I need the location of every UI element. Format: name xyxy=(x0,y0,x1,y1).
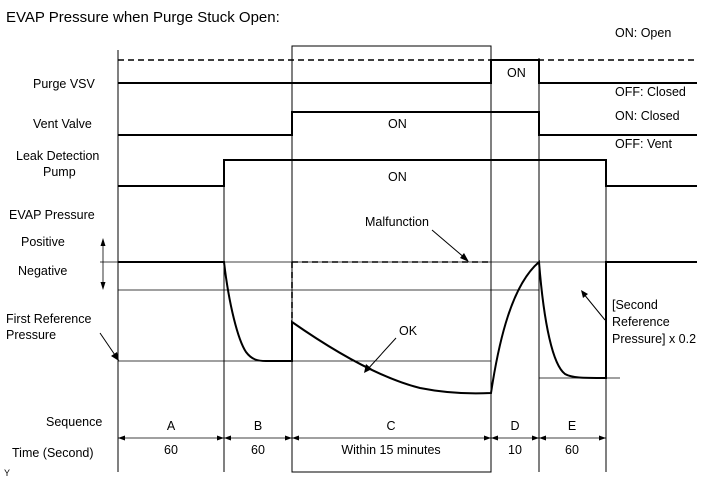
second-reference-annotation-1: [Second xyxy=(612,298,658,312)
row-label-purge-vsv: Purge VSV xyxy=(33,77,96,91)
row-label-first-ref-2: Pressure xyxy=(6,328,56,342)
ok-pointer-arrow xyxy=(364,337,397,373)
purge-vsv-waveform xyxy=(118,59,697,84)
phase-label-b: B xyxy=(254,419,262,433)
phase-label-e: E xyxy=(568,419,576,433)
row-label-leak-pump-2: Pump xyxy=(43,165,76,179)
row-label-evap-pressure: EVAP Pressure xyxy=(9,208,95,222)
legend-purge-off: OFF: Closed xyxy=(615,85,686,99)
leak-pump-waveform xyxy=(118,159,697,187)
malfunction-pointer-arrow xyxy=(431,229,469,262)
corner-mark: Y xyxy=(4,468,10,478)
phase-time-b: 60 xyxy=(251,443,265,457)
ok-annotation: OK xyxy=(399,324,418,338)
phase-label-d: D xyxy=(510,419,519,433)
row-label-negative: Negative xyxy=(18,264,67,278)
second-reference-annotation-2: Reference xyxy=(612,315,670,329)
phase-c-box xyxy=(291,45,492,473)
phase-label-c: C xyxy=(386,419,395,433)
diagram-title: EVAP Pressure when Purge Stuck Open: xyxy=(6,9,280,26)
legend-vent-off: OFF: Vent xyxy=(615,137,672,151)
positive-negative-arrow xyxy=(100,238,106,290)
phase-time-a: 60 xyxy=(164,443,178,457)
second-reference-annotation-3: Pressure] x 0.2 xyxy=(612,332,696,346)
duration-arrows xyxy=(118,435,606,441)
phase-time-c: Within 15 minutes xyxy=(341,443,440,457)
phase-label-a: A xyxy=(167,419,176,433)
second-reference-pointer-arrow xyxy=(581,290,606,321)
phase-time-e: 60 xyxy=(565,443,579,457)
vent-on-label: ON xyxy=(388,117,407,131)
purge-on-label: ON xyxy=(507,66,526,80)
vent-valve-waveform xyxy=(118,111,697,136)
row-label-vent-valve: Vent Valve xyxy=(33,117,92,131)
legend-vent-on: ON: Closed xyxy=(615,109,680,123)
row-label-first-ref-1: First Reference xyxy=(6,312,91,326)
evap-pressure-curve xyxy=(118,259,697,395)
pump-on-label: ON xyxy=(388,170,407,184)
malfunction-annotation: Malfunction xyxy=(365,215,429,229)
phase-time-d: 10 xyxy=(508,443,522,457)
first-reference-pointer-arrow xyxy=(99,332,119,361)
row-label-sequence: Sequence xyxy=(46,415,102,429)
row-label-positive: Positive xyxy=(21,235,65,249)
row-label-leak-pump-1: Leak Detection xyxy=(16,149,99,163)
row-label-time: Time (Second) xyxy=(12,446,94,460)
legend-purge-on: ON: Open xyxy=(615,26,671,40)
phase-boundaries xyxy=(117,46,607,472)
